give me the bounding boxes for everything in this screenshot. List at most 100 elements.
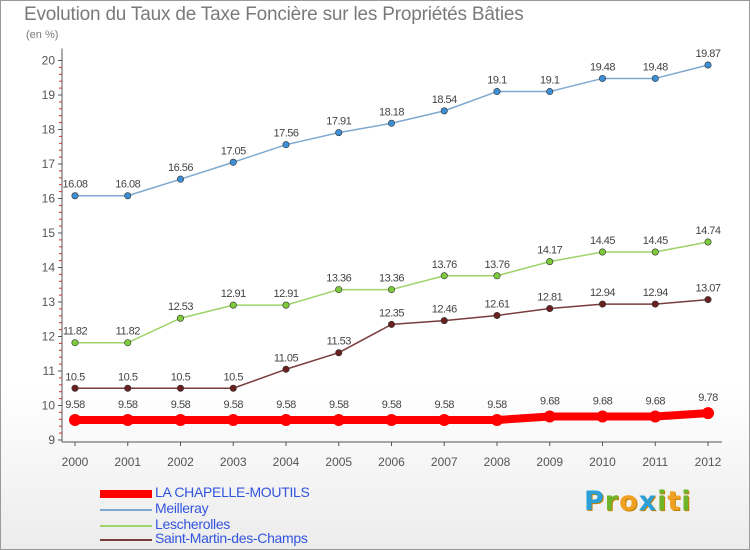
data-label: 16.08 (115, 179, 140, 191)
series-point-3 (71, 384, 79, 392)
data-label: 18.54 (432, 94, 457, 106)
x-tick-label: 2010 (589, 455, 616, 469)
legend-swatch (100, 539, 152, 541)
data-label: 19.87 (695, 48, 720, 60)
series-point-1 (177, 175, 185, 183)
data-label: 13.36 (379, 273, 404, 285)
data-label: 13.07 (695, 283, 720, 295)
data-label: 19.1 (540, 75, 560, 87)
data-label: 12.94 (590, 287, 615, 299)
data-label: 13.36 (326, 273, 351, 285)
x-tick-label: 2011 (642, 455, 668, 469)
x-tick-label: 2007 (431, 455, 458, 469)
series-point-3 (493, 311, 501, 319)
series-point-1 (335, 129, 343, 137)
data-label: 13.76 (432, 259, 457, 271)
series-point-1 (282, 141, 290, 149)
data-label: 9.78 (698, 392, 718, 404)
y-tick-label: 20 (42, 54, 56, 68)
y-tick-label: 12 (42, 330, 56, 344)
x-tick-label: 2012 (695, 455, 722, 469)
data-label: 12.94 (643, 287, 668, 299)
data-label: 10.5 (118, 371, 138, 383)
series-point-1 (598, 74, 606, 82)
x-tick-label: 2008 (484, 455, 511, 469)
series-point-3 (598, 300, 606, 308)
data-label: 11.05 (274, 352, 299, 364)
series-point-1 (546, 88, 554, 96)
data-label: 12.81 (537, 292, 562, 304)
logo-letter: t (667, 486, 682, 517)
series-point-1 (493, 88, 501, 96)
data-label: 12.35 (379, 307, 404, 319)
data-label: 19.48 (643, 61, 668, 73)
data-label: 9.68 (540, 396, 560, 408)
data-label: 13.76 (484, 259, 509, 271)
series-point-3 (387, 320, 395, 328)
series-point-0 (649, 410, 662, 423)
legend-label: Meilleray (155, 500, 209, 516)
series-point-1 (71, 192, 79, 200)
legend-swatch (100, 525, 152, 527)
x-tick-label: 2002 (167, 455, 194, 469)
data-label: 9.58 (65, 399, 85, 411)
data-labels: 9.58 9.58 9.58 9.58 9.58 9.58 9.58 9.58 9.58 9.68… (62, 48, 721, 411)
data-label: 9.58 (224, 399, 244, 411)
series-point-2 (704, 238, 712, 246)
series-point-0 (491, 413, 503, 426)
data-label: 17.91 (326, 116, 351, 128)
series-point-0 (438, 413, 451, 426)
y-tick-label: 13 (42, 295, 56, 309)
y-tick-label: 18 (42, 123, 56, 137)
series-point-2 (71, 339, 79, 347)
data-label: 18.18 (379, 106, 404, 118)
data-label: 17.56 (273, 128, 298, 140)
series-point-2 (546, 258, 554, 266)
series-point-3 (651, 300, 659, 308)
data-label: 12.46 (432, 304, 457, 316)
series-point-3 (124, 384, 132, 392)
series-point-0 (69, 413, 81, 426)
series-point-3 (229, 384, 237, 392)
proxiti-logo: Proxiti (584, 486, 692, 517)
y-tick-label: 11 (43, 364, 56, 378)
unit-label: (en %) (26, 29, 59, 41)
data-label: 14.17 (537, 245, 562, 257)
data-label: 9.58 (382, 399, 402, 411)
series-point-0 (227, 413, 240, 426)
data-label: 19.1 (487, 75, 507, 87)
x-tick-label: 2009 (536, 455, 563, 469)
legend-swatch (100, 490, 152, 498)
series-point-0 (280, 413, 292, 426)
logo-letter: o (619, 486, 639, 517)
data-label: 10.5 (65, 371, 85, 383)
series-point-2 (335, 286, 343, 294)
logo-letter: r (604, 486, 620, 517)
data-label: 14.74 (695, 225, 720, 237)
logo-letter: P (584, 486, 605, 517)
data-label: 9.58 (487, 399, 507, 411)
y-tick-label: 9 (48, 433, 55, 447)
series-point-2 (651, 248, 659, 256)
data-label: 9.68 (593, 396, 613, 408)
data-label: 11.82 (116, 326, 141, 338)
series-point-3 (335, 349, 343, 357)
series-point-0 (174, 413, 187, 426)
series-point-2 (440, 272, 448, 280)
series-point-1 (440, 107, 448, 115)
series-point-0 (385, 413, 398, 426)
data-label: 9.58 (171, 399, 191, 411)
series-point-2 (229, 301, 237, 309)
y-tick-label: 16 (42, 192, 56, 206)
logo-letter: i (657, 486, 668, 517)
legend-label: Lescherolles (155, 516, 230, 532)
series-point-1 (651, 74, 659, 82)
legend-label: Saint-Martin-des-Champs (155, 530, 308, 546)
chart-title: Evolution du Taux de Taxe Foncière sur l… (24, 4, 524, 25)
data-label: 9.58 (329, 399, 349, 411)
x-tick-label: 2005 (325, 455, 352, 469)
data-label: 11.53 (327, 336, 352, 348)
data-label: 9.58 (276, 399, 296, 411)
